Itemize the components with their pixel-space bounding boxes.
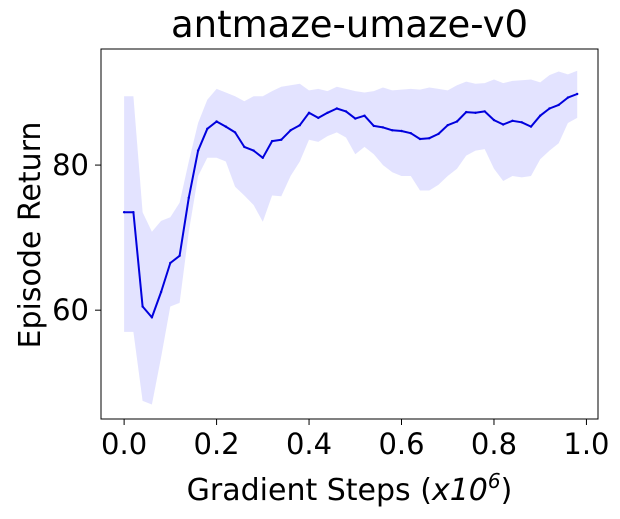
x-axis-label: Gradient Steps (x106) xyxy=(187,469,513,508)
data-point xyxy=(243,145,246,149)
data-point xyxy=(381,126,385,129)
data-point xyxy=(196,149,200,152)
data-point xyxy=(233,131,237,134)
data-point xyxy=(511,119,514,123)
x-axis-label-base: 10 xyxy=(450,473,488,508)
data-point xyxy=(159,290,163,294)
data-point xyxy=(557,103,560,107)
data-point xyxy=(548,107,551,110)
data-point xyxy=(335,107,338,110)
data-point xyxy=(122,211,126,214)
x-tick-label: 0.2 xyxy=(194,427,240,461)
data-point xyxy=(539,114,542,117)
data-point xyxy=(566,96,570,99)
data-point xyxy=(492,118,496,122)
data-point xyxy=(502,123,505,126)
mean-line-layer xyxy=(122,92,579,319)
data-point xyxy=(141,305,144,308)
mean-line xyxy=(124,93,578,319)
data-point xyxy=(455,120,459,123)
data-point xyxy=(391,129,394,132)
data-point xyxy=(400,129,403,133)
data-point xyxy=(280,138,283,141)
data-point xyxy=(529,125,533,128)
data-point xyxy=(307,111,311,115)
x-tick-label: 0.8 xyxy=(471,427,517,461)
y-tick-label: 80 xyxy=(52,148,89,182)
data-point xyxy=(418,137,422,141)
plot-frame xyxy=(100,48,599,420)
x-tick-label: 1.0 xyxy=(563,427,609,461)
x-axis-label-prefix: Gradient Steps ( xyxy=(187,473,432,508)
x-axis-label-exponent: 6 xyxy=(488,469,501,493)
data-point xyxy=(520,121,523,124)
y-axis-label: Episode Return xyxy=(13,122,48,349)
data-point xyxy=(446,124,449,127)
data-point xyxy=(261,156,264,159)
data-point xyxy=(483,110,486,113)
data-point xyxy=(326,111,329,115)
data-point xyxy=(150,316,154,319)
x-tick-label: 0.0 xyxy=(101,427,147,461)
data-point xyxy=(317,116,320,120)
data-point xyxy=(344,110,348,113)
data-point xyxy=(474,111,477,115)
x-axis-label-suffix: ) xyxy=(501,473,513,508)
data-point xyxy=(289,129,292,132)
data-point xyxy=(206,127,209,130)
data-point xyxy=(363,114,366,117)
data-point xyxy=(298,124,301,127)
data-point xyxy=(270,139,274,143)
data-point xyxy=(252,149,255,152)
y-axis-ticks: 60 80 xyxy=(52,148,101,327)
data-point xyxy=(132,211,135,214)
data-point xyxy=(576,92,579,96)
confidence-band-layer xyxy=(124,70,578,405)
data-point xyxy=(354,117,357,120)
data-point xyxy=(437,132,440,136)
data-point xyxy=(409,132,412,135)
data-point xyxy=(224,125,227,128)
x-tick-label: 0.4 xyxy=(286,427,332,461)
x-tick-label: 0.6 xyxy=(378,427,424,461)
data-point xyxy=(215,120,218,123)
data-point xyxy=(178,254,181,257)
data-point xyxy=(428,137,431,140)
y-tick-label: 60 xyxy=(52,293,89,327)
chart-title: antmaze-umaze-v0 xyxy=(171,3,528,46)
data-point xyxy=(372,124,375,128)
data-point xyxy=(465,110,468,114)
confidence-band xyxy=(124,70,578,405)
x-axis-ticks: 0.0 0.2 0.4 0.6 0.8 1.0 xyxy=(101,419,610,461)
data-point xyxy=(169,261,172,265)
data-point xyxy=(187,196,190,199)
x-axis-label-variable: x xyxy=(431,473,450,508)
